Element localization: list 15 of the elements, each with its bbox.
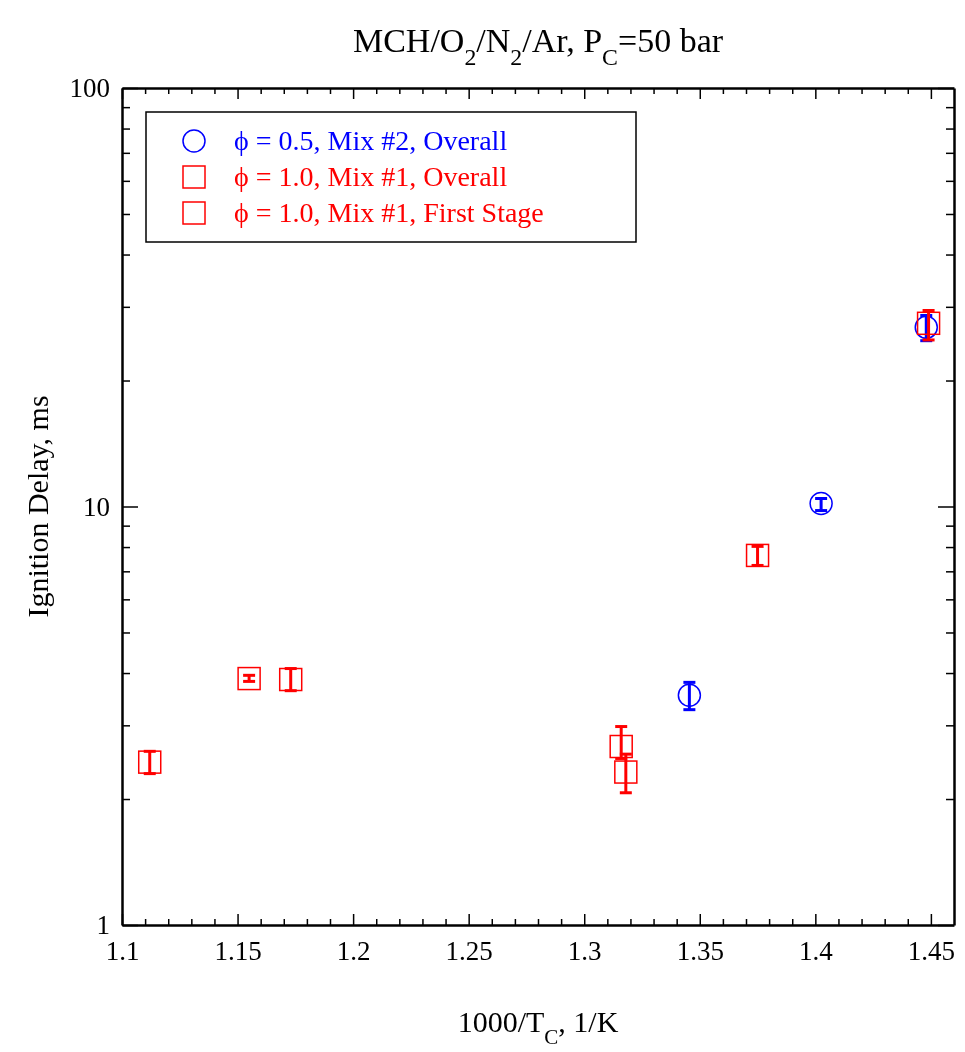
x-tick-label: 1.2 <box>336 936 371 967</box>
x-tick-label: 1.4 <box>798 936 834 967</box>
x-tick-label: 1.45 <box>907 936 956 967</box>
legend-label: ϕ = 1.0, Mix #1, Overall <box>234 161 508 192</box>
y-tick-label: 10 <box>83 491 110 522</box>
x-tick-label: 1.15 <box>214 936 262 967</box>
y-tick-label: 100 <box>69 73 110 104</box>
legend-label: ϕ = 0.5, Mix #2, Overall <box>234 125 508 156</box>
chart-title: MCH/O$_{2}$/N$_{2}$/Ar, P$_{C}$=50 bar <box>352 22 724 70</box>
x-tick-label: 1.35 <box>676 936 724 967</box>
legend-label: ϕ = 1.0, Mix #1, First Stage <box>234 197 544 228</box>
x-axis-title: 1000/T$_{C}$, 1/K <box>457 1005 619 1049</box>
x-tick-label: 1.25 <box>445 936 493 967</box>
y-axis-title: Ignition Delay, ms <box>21 395 54 618</box>
x-tick-label: 1.3 <box>567 936 602 967</box>
